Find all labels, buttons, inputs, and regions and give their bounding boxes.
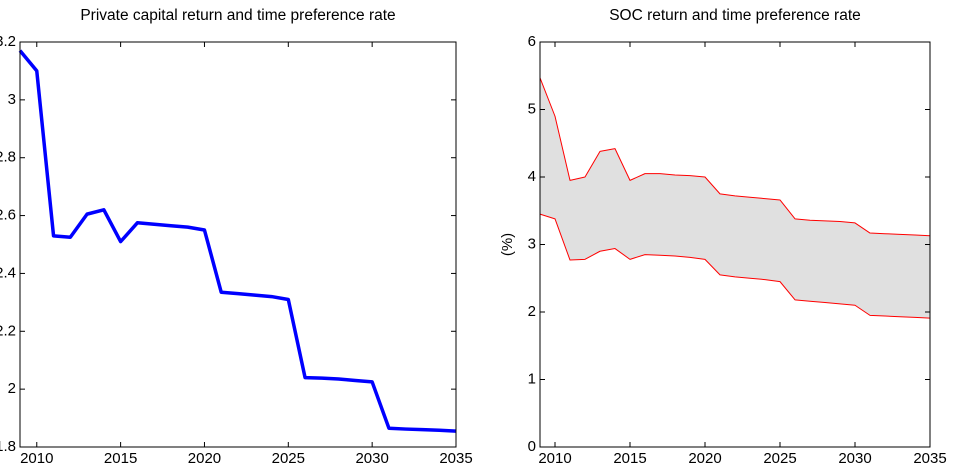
y-tick-label: 3 <box>528 235 536 252</box>
x-tick-label: 2030 <box>355 450 388 467</box>
band-edge <box>539 213 931 319</box>
y-tick-label: 2 <box>528 303 536 320</box>
y-tick-label: 1 <box>528 370 536 387</box>
y-tick-label: 3.2 <box>0 33 16 50</box>
y-axis-label: (%) <box>499 233 516 256</box>
y-tick-label: 2.4 <box>0 264 16 281</box>
x-tick-label: 2030 <box>838 450 871 467</box>
x-tick-label: 2025 <box>763 450 796 467</box>
x-tick-label: 2015 <box>104 450 137 467</box>
y-tick-label: 0 <box>528 438 536 455</box>
band-edge <box>539 77 931 237</box>
x-tick-label: 2010 <box>20 450 53 467</box>
chart-title: Private capital return and time preferen… <box>80 7 395 24</box>
x-tick-label: 2035 <box>439 450 472 467</box>
y-tick-label: 3 <box>8 91 16 108</box>
plot-frame <box>19 41 457 448</box>
y-tick-label: 2.6 <box>0 207 16 224</box>
y-tick-label: 2.2 <box>0 322 16 339</box>
x-tick-label: 2035 <box>913 450 946 467</box>
x-tick-label: 2020 <box>188 450 221 467</box>
band-fill <box>540 77 930 319</box>
y-tick-label: 2 <box>8 380 16 397</box>
y-tick-label: 4 <box>528 168 536 185</box>
x-tick-label: 2025 <box>272 450 305 467</box>
x-tick-label: 2010 <box>538 450 571 467</box>
y-tick-label: 1.8 <box>0 438 16 455</box>
x-tick-label: 2020 <box>688 450 721 467</box>
chart-title: SOC return and time preference rate <box>609 7 861 24</box>
y-tick-label: 2.8 <box>0 149 16 166</box>
x-tick-label: 2015 <box>613 450 646 467</box>
y-tick-label: 6 <box>528 33 536 50</box>
data-line <box>18 49 457 433</box>
y-tick-label: 5 <box>528 100 536 117</box>
